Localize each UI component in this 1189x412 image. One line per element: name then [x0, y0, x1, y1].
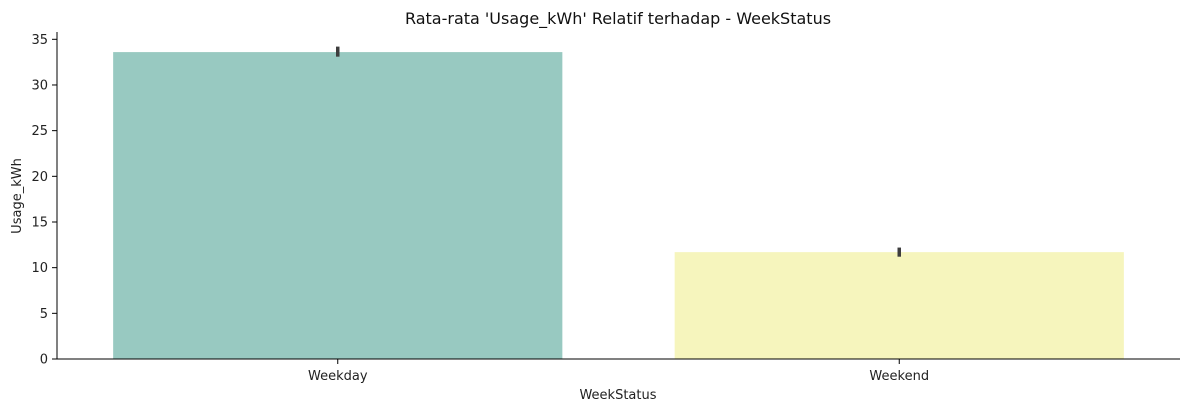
y-tick-label: 35 [31, 33, 48, 48]
bars-group [113, 52, 1124, 359]
y-axis-ticks: 0 5 10 15 20 25 30 35 [31, 33, 57, 368]
y-tick-label: 25 [31, 124, 48, 139]
y-tick-label: 30 [31, 78, 48, 93]
x-tick-label: Weekday [308, 369, 368, 384]
y-tick-label: 15 [31, 215, 48, 230]
x-axis-label: WeekStatus [579, 388, 656, 403]
bar-weekday [113, 52, 563, 359]
y-tick-label: 10 [31, 261, 48, 276]
x-tick-label: Weekend [869, 369, 929, 384]
error-bars-group [336, 46, 901, 257]
y-tick-label: 20 [31, 170, 48, 185]
x-axis-ticks: Weekday Weekend [308, 359, 929, 384]
y-tick-label: 5 [40, 307, 48, 322]
chart-title: Rata-rata 'Usage_kWh' Relatif terhadap -… [405, 9, 831, 29]
bar-weekend [674, 252, 1124, 359]
y-tick-label: 0 [40, 353, 48, 368]
y-axis-label: Usage_kWh [10, 158, 25, 234]
